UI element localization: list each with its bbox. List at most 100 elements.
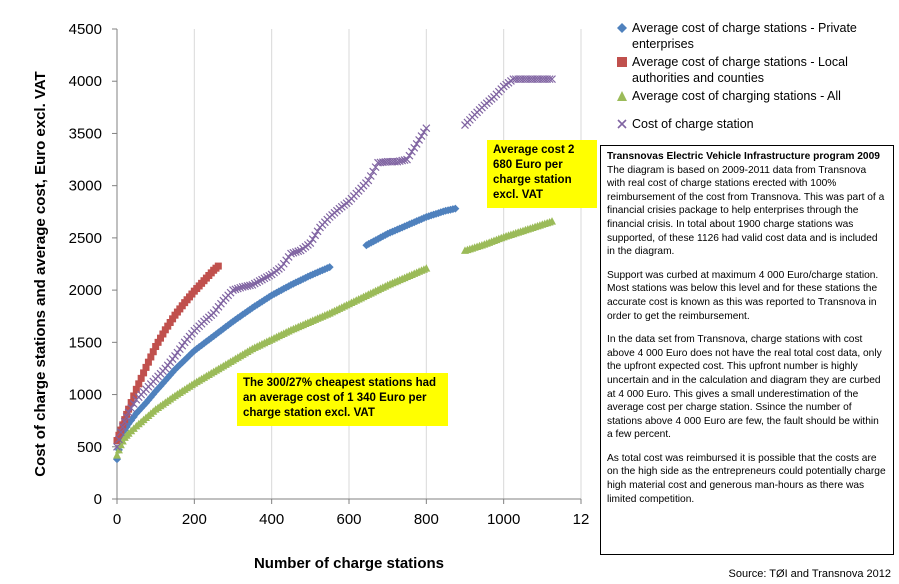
series-cost-point [241, 282, 250, 291]
series-cost-point [306, 239, 315, 248]
series-cost-point [395, 157, 404, 166]
series-all-point [422, 264, 431, 272]
series-cost-point [245, 281, 254, 290]
series-cost-point [282, 256, 291, 265]
series-local-point [119, 421, 127, 429]
series-cost-point [265, 271, 274, 280]
series-cost-point [129, 400, 138, 408]
x-axis-title: Number of charge stations [254, 555, 444, 572]
series-cost-point [277, 263, 286, 272]
series-cost-point [289, 248, 298, 257]
legend-label-cost: Cost of charge station [632, 117, 754, 131]
series-local-point [132, 385, 140, 393]
series-cost-point [250, 279, 259, 288]
series-cost-point [405, 151, 414, 160]
series-local-point [157, 334, 164, 342]
series-cost-point [248, 280, 257, 289]
info-paragraph-1: The diagram is based on 2009-2011 data f… [607, 164, 885, 258]
series-cost-point [262, 273, 271, 281]
series-cost-point [127, 404, 136, 413]
series-cost-point [243, 282, 252, 290]
series-cost-point [231, 285, 240, 294]
series-cost-point [171, 351, 179, 360]
legend-label-local: Average cost of charge stations - Local … [632, 55, 848, 85]
series-cost-point [236, 283, 245, 292]
info-paragraph-4: As total cost was reimbursed it is possi… [607, 452, 886, 505]
series-local-point [159, 330, 167, 338]
legend-item-private: Average cost of charge stations - Privat… [612, 20, 897, 52]
series-cost-point [255, 277, 264, 285]
info-paragraph-3: In the data set from Transnova, charge s… [607, 334, 882, 441]
diamond-icon [617, 23, 627, 33]
series-cost-point [253, 278, 262, 287]
info-box: Transnovas Electric Vehicle Infrastructu… [600, 145, 894, 555]
series-cost-point [403, 155, 411, 164]
y-axis-title: Cost of charge stations and average cost… [32, 71, 49, 476]
series-local-point [142, 363, 150, 371]
info-paragraph-2: Support was curbed at maximum 4 000 Euro… [607, 269, 879, 322]
x-tick-label: 600 [336, 511, 361, 528]
series-cost-point [412, 139, 421, 148]
x-tick-label: 800 [414, 511, 439, 528]
series-cost-point [279, 259, 288, 268]
series-cost-point [548, 75, 556, 84]
series-cost-point [417, 132, 426, 140]
series-cost-point [175, 345, 184, 354]
series-local-point [135, 380, 143, 388]
series-cost-point [120, 417, 129, 426]
series-cost-point [407, 147, 416, 156]
series-cost-point [369, 167, 378, 176]
y-tick-label: 4000 [69, 73, 102, 90]
series-cost-point [287, 249, 295, 258]
y-tick-label: 3500 [69, 125, 102, 142]
x-tick-label: 0 [113, 511, 121, 528]
series-local-point [154, 338, 162, 346]
series-local-point [169, 315, 177, 323]
legend-label-all: Average cost of charging stations - All [632, 89, 841, 103]
series-cost-point [229, 286, 237, 295]
series-cost-point [545, 75, 554, 84]
legend-item-cost: Cost of charge station [612, 116, 897, 132]
series-cost-point [313, 227, 322, 236]
legend-item-all: Average cost of charging stations - All [612, 88, 897, 104]
series-local-point [144, 358, 152, 366]
cross-icon [617, 119, 627, 129]
series-cost-point [258, 275, 266, 284]
series-cost-point [124, 408, 133, 417]
series-all-point [114, 445, 123, 454]
series-cost-point [291, 248, 300, 256]
callout-cheapest-stations: The 300/27% cheapest stations had an ave… [237, 373, 448, 426]
grid-lines [193, 29, 582, 499]
series-cost-point [118, 423, 127, 431]
series-local-point [130, 392, 138, 400]
series-cost-point [238, 283, 247, 291]
series-local-point [140, 369, 148, 377]
series-cost-point [415, 136, 424, 144]
series-local-point [152, 343, 160, 351]
series-cost-point [122, 413, 131, 421]
series-cost-point [173, 348, 182, 357]
source-note: Source: TØI and Transnova 2012 [728, 568, 891, 580]
series-cost-point [233, 284, 242, 293]
square-icon [617, 57, 627, 67]
x-tick-label: 1000 [487, 511, 520, 528]
series-local-point [115, 431, 123, 439]
y-tick-label: 1000 [69, 387, 102, 404]
series-cost-point [113, 442, 121, 451]
series-cost-point [178, 341, 187, 350]
series-cost-point [422, 124, 431, 133]
axes [112, 28, 582, 504]
series-local-point [125, 405, 133, 413]
series-all-point [113, 451, 121, 459]
tick-labels: 0 200 400 600 800 1000 12 0 500 1000 1500 2000 2500 3… [69, 21, 590, 528]
series-cost-point [311, 231, 320, 240]
series-local-point [214, 262, 222, 270]
series-cost-point [398, 156, 407, 165]
series-local-point [117, 426, 125, 434]
series-private-point [451, 204, 460, 213]
series-cost-point [393, 157, 402, 166]
callout-average-cost: Average cost 2 680 Euro per charge stati… [487, 140, 597, 208]
series-points [113, 75, 556, 464]
series-cost-point [419, 128, 428, 137]
